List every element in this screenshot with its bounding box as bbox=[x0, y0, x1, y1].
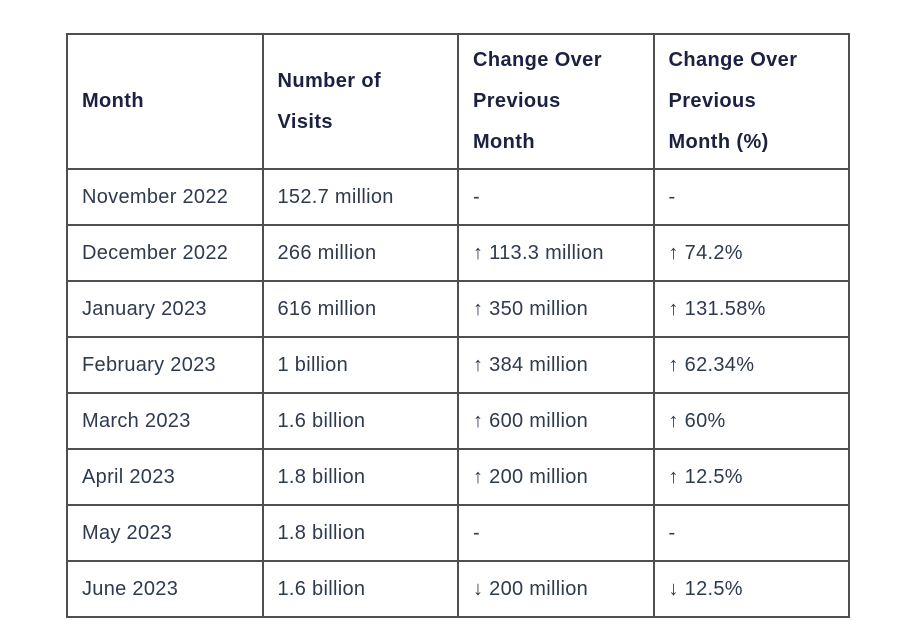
table-cell: ↑ 350 million bbox=[457, 280, 655, 338]
table-cell: June 2023 bbox=[66, 560, 264, 618]
table-row: January 2023 616 million ↑ 350 million ↑ 13… bbox=[66, 280, 850, 338]
table-cell: 1.6 billion bbox=[261, 560, 459, 618]
monthly-visits-table-container: Month Number of Visits Change Over Previous M… bbox=[66, 33, 850, 618]
table-cell: May 2023 bbox=[66, 504, 264, 562]
table-cell: ↓ 12.5% bbox=[652, 560, 850, 618]
table-cell: 616 million bbox=[261, 280, 459, 338]
table-cell: ↑ 113.3 million bbox=[457, 224, 655, 282]
table-cell: February 2023 bbox=[66, 336, 264, 394]
column-header: Change Over Previous Month bbox=[457, 33, 655, 170]
table-cell: 1.8 billion bbox=[261, 448, 459, 506]
table-row: May 2023 1.8 billion - - bbox=[66, 504, 850, 562]
table-cell: ↑ 384 million bbox=[457, 336, 655, 394]
table-row: March 2023 1.6 billion ↑ 600 million ↑ 60% bbox=[66, 392, 850, 450]
table-cell: 266 million bbox=[261, 224, 459, 282]
table-cell: 152.7 million bbox=[261, 168, 459, 226]
table-row: November 2022 152.7 million - - bbox=[66, 168, 850, 226]
table-cell: - bbox=[457, 504, 655, 562]
column-header: Change Over Previous Month (%) bbox=[652, 33, 850, 170]
table-cell: ↑ 131.58% bbox=[652, 280, 850, 338]
table-cell: December 2022 bbox=[66, 224, 264, 282]
table-cell: ↑ 60% bbox=[652, 392, 850, 450]
table-header: Month Number of Visits Change Over Previous M… bbox=[66, 33, 850, 170]
table-cell: ↑ 200 million bbox=[457, 448, 655, 506]
column-header-line: Change Over bbox=[473, 49, 602, 71]
table-cell: - bbox=[652, 168, 850, 226]
table-body: November 2022 152.7 million - - December 202… bbox=[66, 168, 850, 618]
table-cell: ↑ 12.5% bbox=[652, 448, 850, 506]
column-header-line: Visits bbox=[277, 110, 333, 133]
monthly-visits-table: Month Number of Visits Change Over Previous M… bbox=[66, 33, 850, 618]
table-cell: January 2023 bbox=[66, 280, 264, 338]
table-cell: - bbox=[652, 504, 850, 562]
table-cell: April 2023 bbox=[66, 448, 264, 506]
table-cell: ↑ 74.2% bbox=[652, 224, 850, 282]
header-row: Month Number of Visits Change Over Previous M… bbox=[66, 33, 850, 170]
column-header: Month bbox=[66, 33, 264, 170]
table-cell: 1 billion bbox=[261, 336, 459, 394]
column-header-line: Number of bbox=[277, 69, 382, 92]
column-header-line: Month bbox=[82, 90, 144, 112]
table-row: June 2023 1.6 billion ↓ 200 million ↓ 12.5% bbox=[66, 560, 850, 618]
column-header-line: Previous bbox=[473, 90, 561, 112]
table-row: April 2023 1.8 billion ↑ 200 million ↑ 12.5… bbox=[66, 448, 850, 506]
column-header-line: Change Over bbox=[668, 49, 798, 71]
table-row: December 2022 266 million ↑ 113.3 million ↑… bbox=[66, 224, 850, 282]
column-header-line: Previous bbox=[668, 90, 757, 112]
table-cell: ↑ 62.34% bbox=[652, 336, 850, 394]
table-cell: 1.8 billion bbox=[261, 504, 459, 562]
column-header: Number of Visits bbox=[261, 33, 459, 170]
table-cell: ↑ 600 million bbox=[457, 392, 655, 450]
column-header-line: Month (%) bbox=[668, 131, 769, 153]
table-row: February 2023 1 billion ↑ 384 million ↑ 62.… bbox=[66, 336, 850, 394]
table-cell: ↓ 200 million bbox=[457, 560, 655, 618]
table-cell: November 2022 bbox=[66, 168, 264, 226]
table-cell: - bbox=[457, 168, 655, 226]
column-header-line: Month bbox=[473, 131, 535, 153]
table-cell: March 2023 bbox=[66, 392, 264, 450]
table-cell: 1.6 billion bbox=[261, 392, 459, 450]
